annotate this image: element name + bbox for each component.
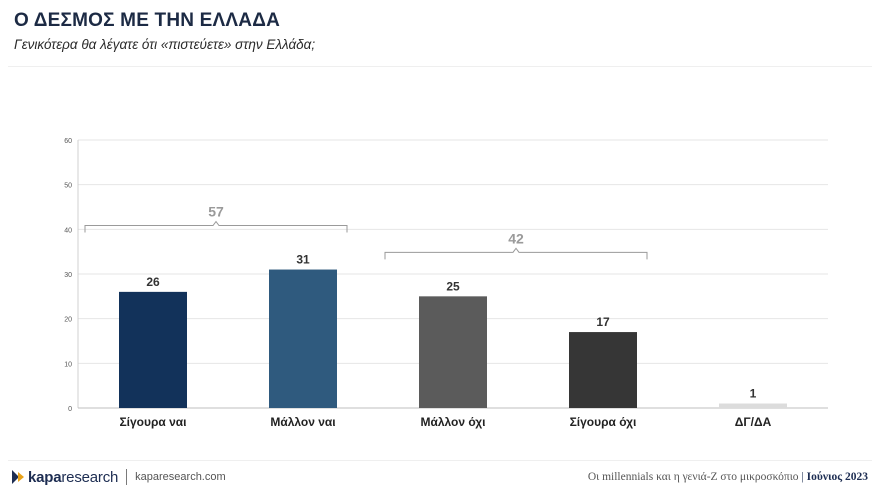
- brand-logo: kapa research kaparesearch.com: [10, 468, 226, 486]
- kapa-logo-icon: [12, 470, 24, 484]
- y-tick-label: 40: [64, 227, 72, 234]
- y-tick-label: 30: [64, 272, 72, 279]
- x-tick-label: Μάλλον ναι: [270, 415, 335, 429]
- study-title: Οι millennials και η γενιά-Z στο μικροσκ…: [587, 471, 799, 483]
- data-label: 26: [146, 275, 160, 289]
- study-date: Ιούνιος 2023: [806, 471, 868, 483]
- footer-separator: |: [801, 471, 804, 483]
- bar: [569, 332, 637, 408]
- footer-divider: [8, 460, 872, 461]
- x-tick-label: Σίγουρα ναι: [119, 415, 186, 429]
- bar: [719, 403, 787, 408]
- y-tick-label: 50: [64, 183, 72, 190]
- bar-chart: 0 10 20 30 40 50 60 26 Σίγουρα ναι 31 Μάλλον ναι 25…: [64, 138, 828, 429]
- website-url: kaparesearch.com: [135, 471, 226, 483]
- data-label: 31: [296, 253, 310, 267]
- data-label: 1: [750, 387, 757, 401]
- logo-separator: [126, 469, 128, 485]
- group-total-label: 42: [508, 230, 524, 246]
- data-label: 25: [446, 279, 460, 293]
- brand-name-kapa: kapa: [28, 468, 62, 486]
- page-title: Ο ΔΕΣΜΟΣ ΜΕ ΤΗΝ ΕΛΛΑΔΑ: [14, 10, 280, 31]
- group-total-label: 57: [208, 204, 224, 220]
- x-tick-label: ΔΓ/ΔΑ: [735, 415, 772, 429]
- group-bracket: [84, 220, 348, 233]
- y-tick-label: 20: [64, 317, 72, 324]
- x-tick-label: Μάλλον όχι: [420, 415, 485, 429]
- y-tick-label: 10: [64, 361, 72, 368]
- bar: [419, 296, 487, 408]
- bar: [119, 291, 187, 408]
- x-tick-label: Σίγουρα όχι: [570, 415, 637, 429]
- y-tick-label: 0: [68, 406, 72, 413]
- brand-name-research: research: [61, 468, 119, 486]
- group-bracket: [384, 247, 648, 260]
- footer-study-info: Οι millennials και η γενιά-Z στο μικροσκ…: [588, 471, 868, 483]
- page-subtitle: Γενικότερα θα λέγατε ότι «πιστεύετε» στη…: [14, 37, 316, 52]
- header-divider: [8, 66, 872, 67]
- data-label: 17: [596, 315, 610, 329]
- bar: [269, 269, 337, 408]
- y-tick-label: 60: [64, 138, 72, 145]
